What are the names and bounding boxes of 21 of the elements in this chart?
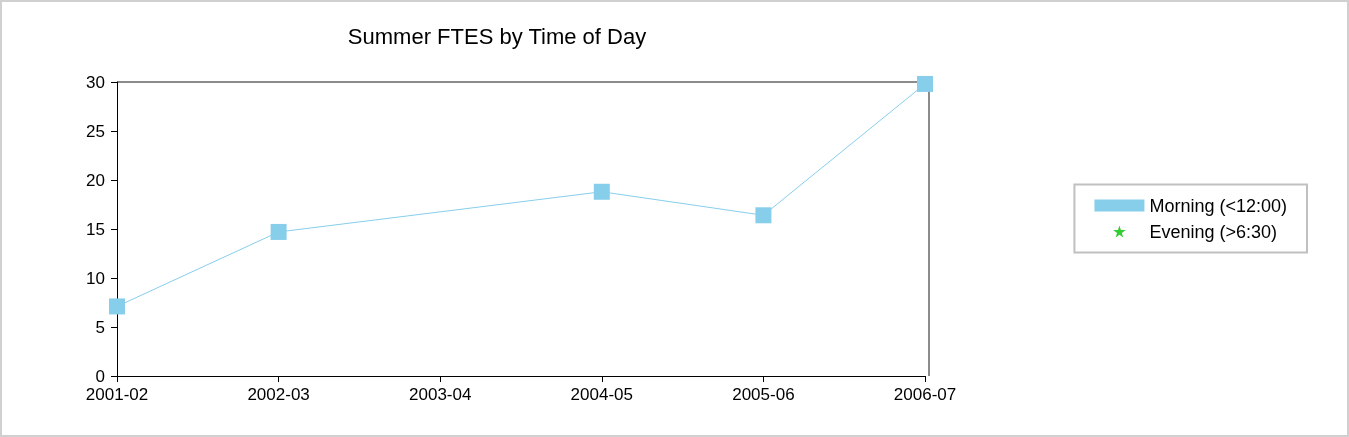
point xyxy=(109,298,125,315)
x-tick-label: 2005-06 xyxy=(732,385,795,404)
x-tick-label: 2002-03 xyxy=(247,385,310,404)
chart-title: Summer FTES by Time of Day xyxy=(347,23,647,49)
y-tick-label: 0 xyxy=(95,366,105,386)
y-tick-label: 25 xyxy=(86,121,105,141)
legend-label: Evening (>6:30) xyxy=(1149,221,1278,242)
point xyxy=(917,75,933,92)
y-tick-label: 30 xyxy=(86,72,105,92)
y-tick-label: 20 xyxy=(86,170,105,190)
point xyxy=(755,207,772,224)
y-tick-label: 15 xyxy=(86,219,105,239)
point xyxy=(270,223,287,240)
point xyxy=(593,183,610,200)
x-tick-label: 2001-02 xyxy=(85,385,149,404)
y-tick-label: 10 xyxy=(86,268,105,288)
x-tick-label: 2004-05 xyxy=(570,385,633,404)
x-tick-label: 2006-07 xyxy=(893,385,957,404)
x-tick-label: 2003-04 xyxy=(409,385,472,404)
y-tick-label: 5 xyxy=(95,317,105,337)
legend-label: Morning (<12:00) xyxy=(1149,195,1287,216)
